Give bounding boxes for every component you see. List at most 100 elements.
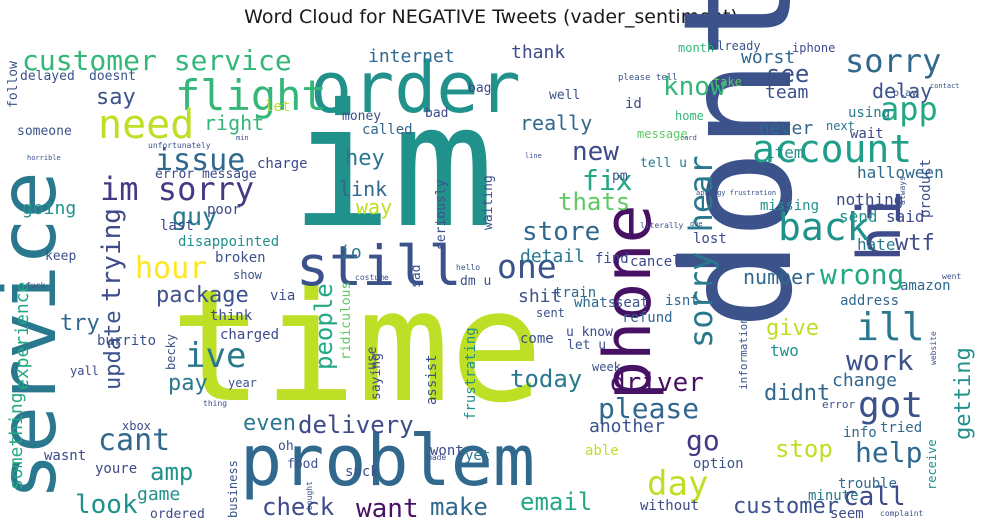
word-amazon: amazon: [900, 278, 951, 294]
word-want: want: [356, 494, 419, 524]
word-think: think: [210, 308, 253, 324]
word-need: need: [98, 102, 194, 148]
word-wait: wait: [850, 126, 884, 142]
word-week: week: [592, 360, 622, 374]
word-hour: hour: [135, 251, 207, 286]
word-today: today: [510, 365, 582, 393]
word-contact: contact: [930, 82, 960, 90]
word-day: day: [647, 464, 708, 504]
word-phone: phone: [591, 204, 666, 400]
word-id: id: [625, 96, 642, 112]
word-well: well: [549, 88, 580, 103]
word-account: account: [752, 127, 912, 171]
word-costume: costume: [355, 273, 389, 282]
word-business: business: [226, 460, 240, 518]
word-charged: charged: [220, 327, 279, 343]
word-hey: hey: [345, 146, 385, 171]
word-train: train: [554, 285, 596, 301]
word-halloween: halloween: [857, 163, 944, 182]
word-hi: hi: [845, 190, 915, 262]
word-order: order: [310, 47, 521, 129]
word-trying: trying: [97, 208, 127, 302]
word-thank: thank: [511, 42, 565, 63]
word-make: make: [430, 493, 488, 521]
word-going: going: [22, 198, 76, 219]
word-driver: driver: [610, 368, 704, 398]
word-made: made: [427, 453, 446, 462]
word-let: let: [265, 99, 290, 115]
word-customer-service: customer service: [22, 44, 292, 77]
word-trouble: trouble: [838, 476, 897, 492]
word-fix: fix: [582, 164, 633, 197]
word-guy: guy: [172, 202, 217, 231]
word-dont: dont: [652, 0, 826, 330]
word-got: got: [858, 385, 923, 426]
word-way: way: [356, 195, 392, 219]
word-apology-frustration: apology frustration: [696, 189, 776, 197]
word-right: right: [204, 111, 264, 135]
word-youre: youre: [95, 461, 137, 477]
word-im: im: [290, 68, 495, 266]
word-waiting: waiting: [481, 175, 496, 230]
word-bad: bad: [425, 106, 448, 121]
word-horrible: horrible: [27, 154, 61, 162]
word-take: take: [713, 75, 742, 89]
word-delay: delay: [872, 79, 932, 103]
word-sorry: sorry: [845, 42, 941, 80]
word-without: without: [640, 498, 699, 514]
word-website: website: [929, 331, 938, 365]
word-pm: pm: [612, 169, 628, 184]
word-sorry-hear: sorry hear: [682, 155, 720, 348]
word-receive: receive: [925, 439, 939, 490]
word-two: two: [770, 341, 799, 360]
word-really: really: [520, 111, 592, 135]
word-another: another: [589, 416, 665, 437]
word-see: see: [766, 60, 809, 88]
word-address: address: [840, 293, 899, 309]
word-stop: stop: [775, 435, 833, 463]
word-detail: detail: [520, 246, 585, 267]
word-cant: cant: [98, 423, 170, 458]
word-line: line: [525, 152, 542, 160]
word-burrito: burrito: [97, 333, 156, 349]
word-seat: seat: [615, 295, 649, 311]
word-poor: poor: [207, 202, 241, 218]
word-please-tell: please tell: [618, 73, 678, 83]
word-item: item: [765, 143, 804, 162]
word-ridiculous: ridiculous: [339, 282, 354, 360]
word-saying: saying: [369, 353, 384, 400]
word-tried: tried: [880, 420, 922, 436]
word-find: find: [595, 251, 629, 267]
word-show: show: [233, 268, 263, 282]
word-ill: ill: [856, 305, 925, 349]
word-min: min: [236, 134, 249, 142]
word-yet: yet: [465, 448, 490, 464]
word-number: number: [743, 265, 815, 289]
word-went: went: [942, 272, 961, 281]
word-service: service: [0, 171, 74, 500]
word-thats: thats: [558, 188, 630, 216]
word-sad: sad: [409, 265, 424, 288]
word-iphone: iphone: [792, 41, 835, 55]
word-suck: suck: [345, 464, 379, 480]
word-wrong: wrong: [820, 258, 904, 291]
word-message: message: [637, 127, 688, 141]
word-follow: follow: [6, 61, 21, 108]
word-hello: hello: [456, 263, 480, 272]
word-last: last: [160, 218, 194, 234]
word-card: card: [680, 134, 697, 142]
word-issue: issue: [155, 143, 245, 178]
word-link: link: [339, 177, 387, 201]
word-play: play: [893, 88, 917, 99]
word-work: work: [846, 344, 914, 377]
word-error-message: error message: [155, 167, 257, 182]
word-seem: seem: [830, 506, 864, 522]
word-experience: experience: [12, 282, 33, 390]
word-flight: flight: [175, 71, 327, 120]
word-use: use: [365, 346, 380, 370]
word-error: error: [822, 398, 855, 411]
word-update: update: [101, 311, 126, 390]
word-complaint: complaint: [880, 509, 924, 518]
word-let-u: let u: [567, 338, 606, 353]
